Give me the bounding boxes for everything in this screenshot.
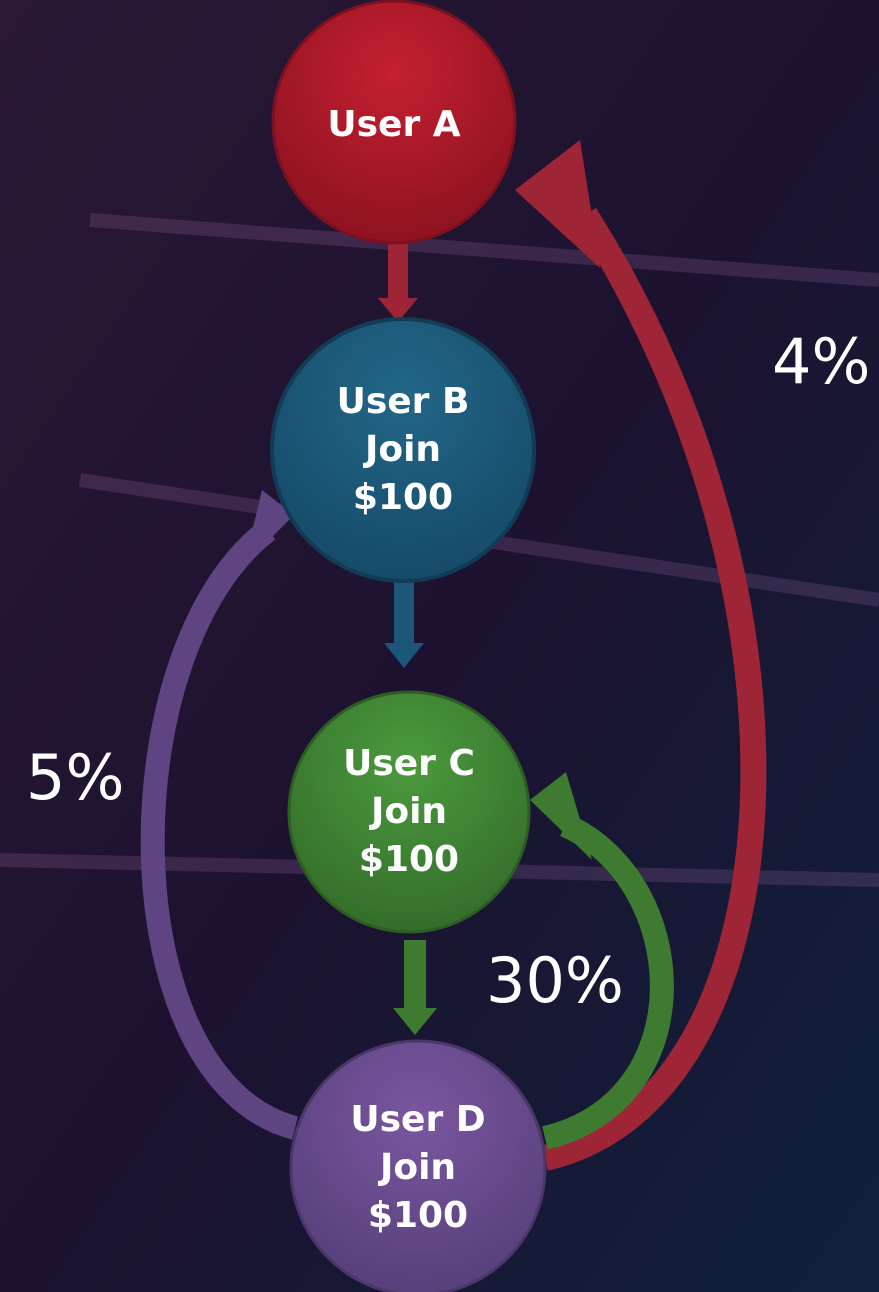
node-label: $100 (368, 1195, 468, 1236)
node-label: Join (362, 429, 441, 470)
node-label: $100 (359, 839, 459, 880)
edge-label: 30% (486, 944, 624, 1017)
edge-label: 4% (772, 325, 870, 398)
node-label: User B (337, 381, 470, 422)
node-label: Join (368, 791, 447, 832)
diagram: User A User B Join $100 User C Join $100… (0, 0, 879, 1292)
arrow-b-c (394, 575, 414, 645)
edge-label: 5% (26, 741, 124, 814)
page: User A User B Join $100 User C Join $100… (0, 0, 879, 1292)
node-label: User D (350, 1099, 485, 1140)
node-label: $100 (353, 477, 453, 518)
node-label: Join (377, 1147, 456, 1188)
arrow-c-d (404, 940, 426, 1010)
node-label: User A (327, 104, 460, 145)
node-label: User C (343, 743, 475, 784)
